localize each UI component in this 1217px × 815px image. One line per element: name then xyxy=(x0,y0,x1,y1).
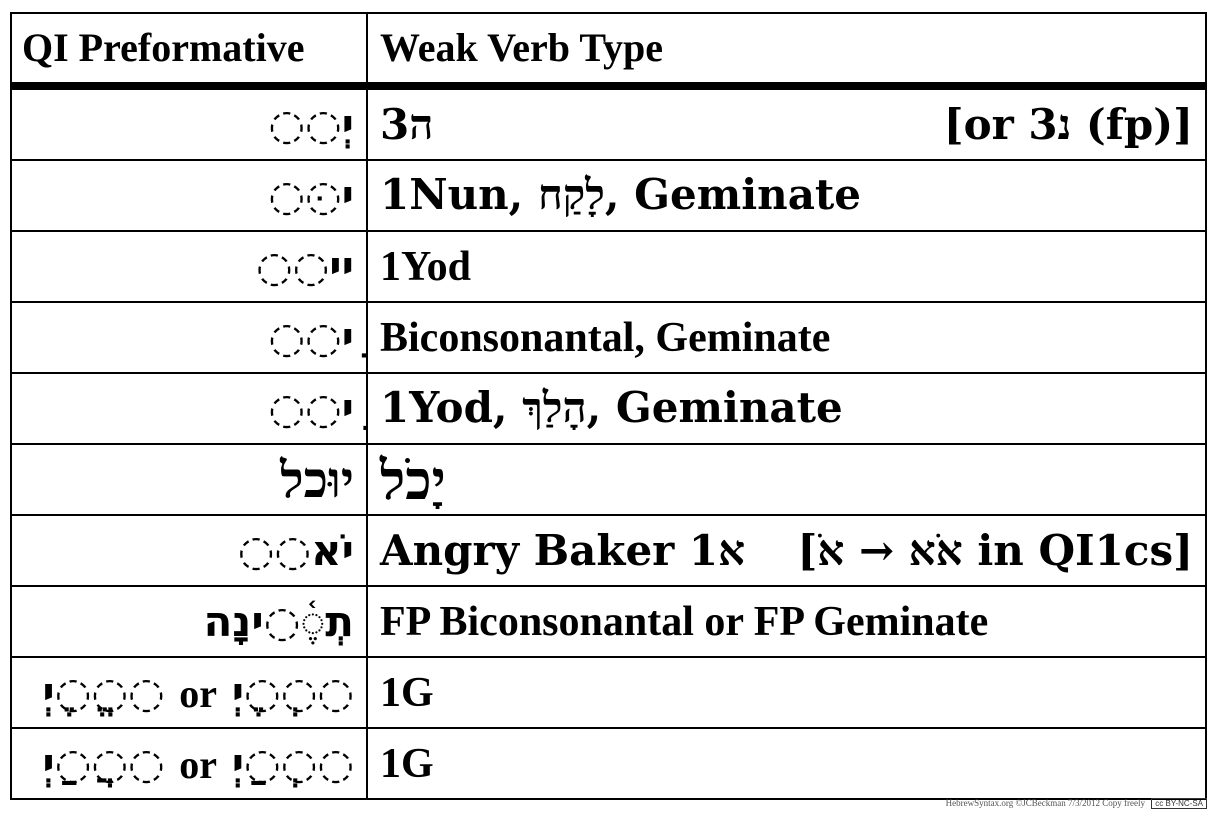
preformative-cell: ִיי◌◌ xyxy=(10,230,368,303)
preformative-variant-a: ◌◌ֲ◌ַיְ xyxy=(42,738,165,788)
preformative-cell: ◌◌ֲ◌ַיְ or ◌◌ְ◌ַיְ xyxy=(10,727,368,800)
table-row: ִיי◌◌ 1Yod xyxy=(10,230,1207,303)
verb-type-note: [אֹא → אֹ in QI1cs] xyxy=(797,525,1193,575)
verb-type-cell: 1G xyxy=(366,656,1207,729)
verb-type-text: Angry Baker 1א xyxy=(380,525,746,575)
header-qi-preformative: QI Preformative xyxy=(10,12,368,90)
verb-type-text: 1G xyxy=(380,669,434,716)
preformative-cell: יֹא◌◌ xyxy=(10,514,368,587)
table-row: יֹא◌◌ Angry Baker 1א [אֹא → אֹ in QI1cs] xyxy=(10,514,1207,587)
verb-type-cell: 1Yod xyxy=(366,230,1207,303)
verb-type-text: יָכֹל xyxy=(380,447,446,512)
preformative-cell: יוּכל xyxy=(10,443,368,516)
verb-type-cell: Biconsonantal, Geminate xyxy=(366,301,1207,374)
verb-type-text: 3ה xyxy=(380,99,434,149)
verb-type-note: [or 3נ (fp)] xyxy=(943,99,1193,149)
verb-type-cell: 1Yod, הָלַךְ, Geminate xyxy=(366,372,1207,445)
preformative-text: יֹא◌◌ xyxy=(237,525,354,575)
table-header-row: QI Preformative Weak Verb Type xyxy=(10,12,1207,90)
verb-type-text: 1Yod xyxy=(380,243,472,290)
preformative-text: יוּכל xyxy=(280,449,354,509)
preformative-or: or xyxy=(179,670,218,716)
verb-type-cell: יָכֹל xyxy=(366,443,1207,516)
verb-type-cell: 3ה [or 3נ (fp)] xyxy=(366,85,1207,161)
preformative-variant-b: ◌◌ְ◌ֶיְ xyxy=(231,667,354,717)
verb-type-text: FP Biconsonantal or FP Geminate xyxy=(380,598,989,645)
preformative-cell: ִיְ◌◌ xyxy=(10,85,368,161)
preformative-variant-a: ◌◌ֱ◌ֶיְ xyxy=(42,667,165,717)
preformative-variant-b: ◌◌ְ◌ַיְ xyxy=(231,738,354,788)
table-row: יוּכל יָכֹל xyxy=(10,443,1207,516)
preformative-text: ֵי◌◌ xyxy=(268,383,354,433)
preformative-or: or xyxy=(179,741,218,787)
verb-type-text: 1Yod, הָלַךְ, Geminate xyxy=(380,383,843,432)
table-row: ִי◌ּ◌ 1Nun, לָקַח, Geminate xyxy=(10,159,1207,232)
verb-type-cell: 1G xyxy=(366,727,1207,800)
verb-type-text: Biconsonantal, Geminate xyxy=(380,314,831,361)
table-row: ◌◌ֲ◌ַיְ or ◌◌ְ◌ַיְ 1G xyxy=(10,727,1207,800)
preformative-text: ָי◌◌ xyxy=(268,312,354,362)
verb-type-text: 1Nun, לָקַח, Geminate xyxy=(380,170,862,219)
table-row: ◌◌ֱ◌ֶיְ or ◌◌ְ◌ֶיְ 1G xyxy=(10,656,1207,729)
credit-text: HebrewSyntax.org ©JCBeckman 7/3/2012 Cop… xyxy=(945,798,1146,808)
verb-type-cell: Angry Baker 1א [אֹא → אֹ in QI1cs] xyxy=(366,514,1207,587)
table-row: ָי◌◌ Biconsonantal, Geminate xyxy=(10,301,1207,374)
header-weak-verb-type: Weak Verb Type xyxy=(366,12,1207,90)
preformative-text: ִיְ◌◌ xyxy=(268,99,354,149)
preformative-cell: ִי◌ּ◌ xyxy=(10,159,368,232)
preformative-text: ִיי◌◌ xyxy=(255,241,354,291)
table-row: תְ◌ֶ֫◌ינָה FP Biconsonantal or FP Gemina… xyxy=(10,585,1207,658)
preformative-cell: ֵי◌◌ xyxy=(10,372,368,445)
weak-verb-table: QI Preformative Weak Verb Type ִיְ◌◌ 3ה … xyxy=(10,12,1207,800)
verb-type-cell: FP Biconsonantal or FP Geminate xyxy=(366,585,1207,658)
table-row: ֵי◌◌ 1Yod, הָלַךְ, Geminate xyxy=(10,372,1207,445)
preformative-cell: תְ◌ֶ֫◌ינָה xyxy=(10,585,368,658)
verb-type-cell: 1Nun, לָקַח, Geminate xyxy=(366,159,1207,232)
preformative-text: ִי◌ּ◌ xyxy=(268,170,354,220)
verb-type-text: 1G xyxy=(380,740,434,787)
preformative-cell: ָי◌◌ xyxy=(10,301,368,374)
cc-license-badge[interactable]: cc BY-NC-SA xyxy=(1151,798,1207,809)
copyright-credit: HebrewSyntax.org ©JCBeckman 7/3/2012 Cop… xyxy=(946,798,1207,809)
table-row: ִיְ◌◌ 3ה [or 3נ (fp)] xyxy=(10,85,1207,161)
preformative-text: תְ◌ֶ֫◌ינָה xyxy=(203,596,354,646)
preformative-cell: ◌◌ֱ◌ֶיְ or ◌◌ְ◌ֶיְ xyxy=(10,656,368,729)
